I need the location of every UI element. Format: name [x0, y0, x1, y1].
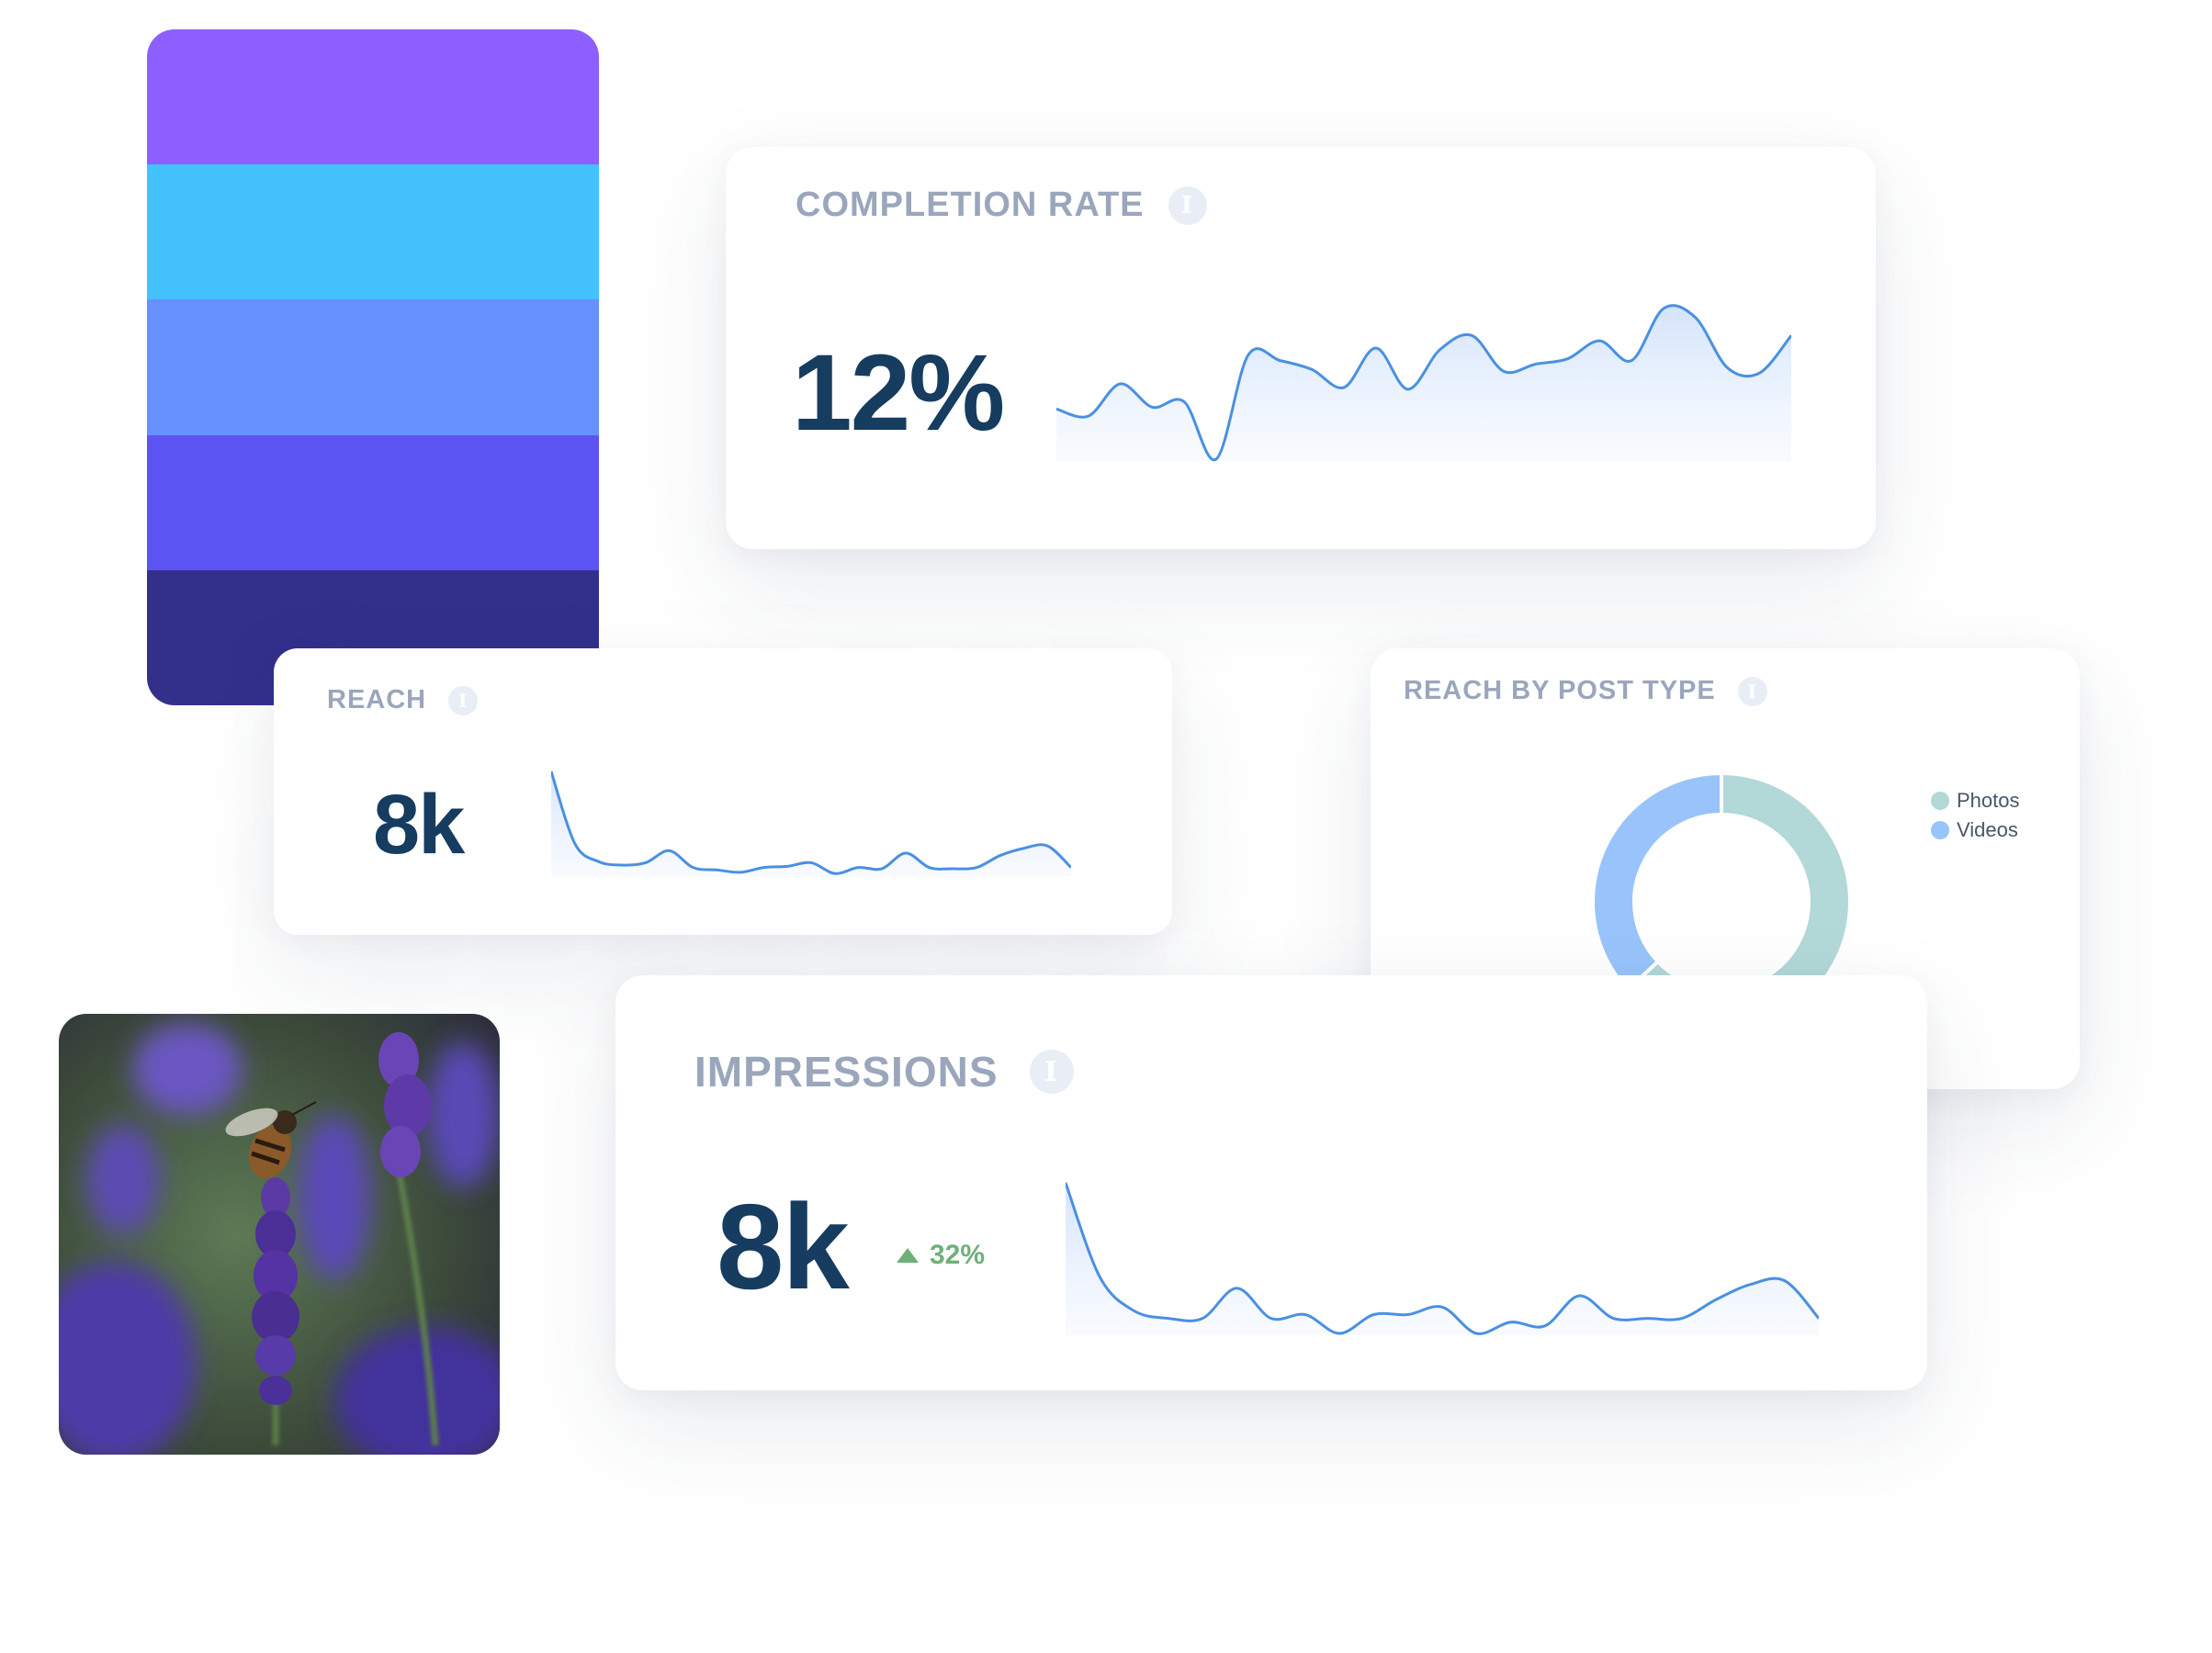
lavender-spike-right — [378, 1032, 432, 1177]
reach-sparkline — [551, 766, 1071, 877]
reach-by-post-type-title: REACH BY POST TYPE — [1404, 676, 1716, 705]
sparkline-line — [551, 771, 1071, 873]
reach-card: REACH i 8k — [274, 648, 1172, 935]
completion-rate-sparkline — [1056, 303, 1791, 487]
completion-rate-value: 12% — [792, 332, 1005, 454]
sparkline-area — [1066, 1183, 1819, 1335]
reach-by-post-type-header: REACH BY POST TYPE i — [1404, 676, 1767, 706]
legend-dot — [1931, 792, 1949, 810]
impressions-title: IMPRESSIONS — [694, 1048, 999, 1096]
impressions-sparkline — [1066, 1177, 1819, 1335]
completion-rate-header: COMPLETION RATE i — [796, 186, 1207, 225]
info-icon[interactable]: i — [448, 685, 479, 715]
impressions-card: IMPRESSIONS i 8k 32% — [615, 975, 1927, 1390]
legend-label: Videos — [1957, 818, 2018, 841]
palette-swatch — [147, 299, 599, 435]
trend-up-icon — [897, 1248, 919, 1263]
completion-rate-card: COMPLETION RATE i 12% — [726, 147, 1876, 549]
reach-title: REACH — [327, 685, 427, 714]
impressions-change-badge: 32% — [897, 1240, 985, 1271]
lavender-spike-main — [252, 1177, 299, 1405]
info-icon[interactable]: i — [1029, 1050, 1074, 1094]
sparkline-line — [1056, 306, 1791, 460]
impressions-change-value: 32% — [930, 1240, 986, 1270]
palette-swatch — [147, 434, 599, 570]
sparkline-line — [1066, 1183, 1819, 1333]
impressions-header: IMPRESSIONS i — [694, 1047, 1074, 1096]
photo-image — [59, 1014, 500, 1455]
info-icon[interactable]: i — [1168, 186, 1207, 225]
donut-slice-videos[interactable] — [1591, 770, 1723, 993]
bee-icon — [225, 1101, 317, 1179]
palette-swatch — [147, 29, 599, 165]
palette-swatch — [147, 164, 599, 300]
completion-rate-title: COMPLETION RATE — [796, 186, 1145, 224]
legend-item-videos[interactable]: Videos — [1931, 815, 2020, 845]
legend-item-photos[interactable]: Photos — [1931, 786, 2020, 815]
color-palette-card — [147, 29, 599, 705]
info-icon[interactable]: i — [1737, 676, 1767, 706]
reach-header: REACH i — [327, 685, 479, 715]
impressions-value: 8k — [717, 1179, 850, 1314]
legend-label: Photos — [1957, 789, 2020, 812]
legend-dot — [1931, 821, 1949, 839]
chart-legend: Photos Videos — [1931, 786, 2020, 845]
reach-value: 8k — [373, 778, 465, 871]
sparkline-area — [551, 771, 1071, 877]
sparkline-area — [1056, 305, 1791, 461]
lavender-bee-illustration — [59, 1014, 500, 1455]
